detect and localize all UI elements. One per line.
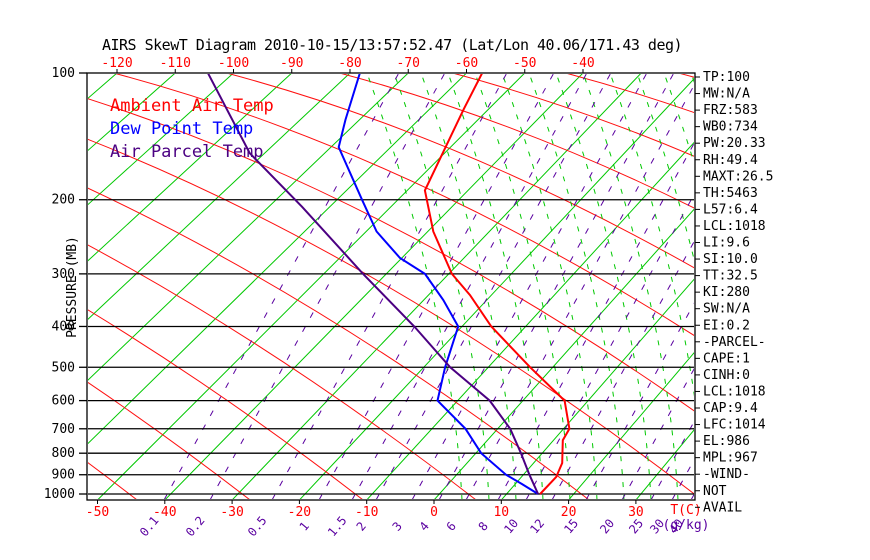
parcel-temp-curve bbox=[207, 74, 540, 495]
bottom-temp-label: 10 bbox=[493, 505, 509, 520]
stat-line: L57:6.4 bbox=[703, 202, 758, 217]
stat-line: -WIND- bbox=[703, 467, 750, 482]
ambient-temp-curve bbox=[423, 74, 571, 495]
mixing-ratio-label: 20 bbox=[597, 516, 617, 536]
mixing-ratio-label: 1 bbox=[297, 519, 312, 534]
stat-line: SI:10.0 bbox=[703, 252, 758, 267]
legend: Ambient Air Temp Dew Point Temp Air Parcel… bbox=[110, 96, 274, 162]
pressure-axis: 100 200 300 400 500 600 700 800 900 1000 PRESSURE … bbox=[44, 66, 696, 502]
stat-line: CINH:0 bbox=[703, 368, 750, 383]
stat-line: LCL:1018 bbox=[703, 384, 766, 399]
mixing-ratio-label: 2 bbox=[354, 519, 369, 534]
bottom-temp-label: 20 bbox=[561, 505, 577, 520]
top-temp-label: -120 bbox=[101, 56, 132, 71]
pressure-tick-label: 100 bbox=[52, 66, 75, 81]
mixing-ratio-label: 1.5 bbox=[325, 514, 350, 540]
stat-line: -PARCEL- bbox=[703, 335, 766, 350]
pressure-tick-label: 400 bbox=[52, 319, 75, 334]
stat-line: CAPE:1 bbox=[703, 351, 750, 366]
top-temp-label: -70 bbox=[397, 56, 420, 71]
top-temp-label: -50 bbox=[513, 56, 536, 71]
legend-dewpoint: Dew Point Temp bbox=[110, 119, 253, 139]
grid-layer bbox=[88, 74, 694, 499]
stat-line: EI:0.2 bbox=[703, 318, 750, 333]
dewpoint-temp-curve bbox=[337, 74, 539, 495]
bottom-temp-label: -50 bbox=[86, 505, 109, 520]
bottom-temp-label: -20 bbox=[288, 505, 311, 520]
stat-line: PW:20.33 bbox=[703, 136, 766, 151]
top-temp-label: -90 bbox=[280, 56, 303, 71]
top-temp-label: -100 bbox=[218, 56, 249, 71]
stat-line: TH:5463 bbox=[703, 186, 758, 201]
mixing-ratio-label: 0.5 bbox=[245, 514, 270, 540]
bottom-temp-axis: -50 -40 -30 -20 -10 0 10 20 30 T(C) bbox=[86, 500, 702, 520]
top-temp-label: -110 bbox=[160, 56, 191, 71]
mixing-ratio-label: 0.2 bbox=[183, 514, 208, 540]
mixing-unit-label: (g/kg) bbox=[663, 518, 710, 533]
dry-adiabat-grid bbox=[88, 74, 694, 499]
bottom-temp-label: -30 bbox=[220, 505, 243, 520]
pressure-tick-label: 700 bbox=[52, 422, 75, 437]
stat-line: EL:986 bbox=[703, 434, 750, 449]
stat-line: TP:100 bbox=[703, 70, 750, 85]
stat-line: MAXT:26.5 bbox=[703, 169, 773, 184]
bottom-temp-label: -40 bbox=[153, 505, 176, 520]
top-temp-label: -80 bbox=[338, 56, 361, 71]
mixing-ratio-label: 6 bbox=[444, 519, 459, 534]
stat-line: NOT bbox=[703, 484, 727, 499]
stat-line: CAP:9.4 bbox=[703, 401, 758, 416]
sounding-curves bbox=[207, 74, 571, 495]
moist-adiabat-grid bbox=[366, 74, 694, 499]
pressure-tick-label: 300 bbox=[52, 267, 75, 282]
pressure-tick-label: 200 bbox=[52, 193, 75, 208]
stat-line: SW:N/A bbox=[703, 302, 750, 317]
pressure-tick-label: 800 bbox=[52, 446, 75, 461]
stat-line: MPL:967 bbox=[703, 451, 758, 466]
stat-line: AVAIL bbox=[703, 500, 742, 515]
legend-ambient: Ambient Air Temp bbox=[110, 96, 274, 116]
stat-line: LI:9.6 bbox=[703, 236, 750, 251]
stat-line: LFC:1014 bbox=[703, 418, 766, 433]
pressure-tick-label: 1000 bbox=[44, 487, 75, 502]
stat-line: TT:32.5 bbox=[703, 269, 758, 284]
top-temp-label: -60 bbox=[455, 56, 478, 71]
mixing-ratio-label: 12 bbox=[527, 516, 547, 536]
stat-line: MW:N/A bbox=[703, 87, 750, 102]
stat-line: FRZ:583 bbox=[703, 103, 758, 118]
mixing-ratio-label: 3 bbox=[390, 519, 405, 534]
stat-line: WB0:734 bbox=[703, 120, 758, 135]
temp-unit-label: T(C) bbox=[670, 503, 701, 518]
top-temp-axis: -120 -110 -100 -90 -80 -70 -60 -50 -40 bbox=[101, 56, 595, 73]
top-temp-label: -40 bbox=[571, 56, 594, 71]
pressure-tick-label: 500 bbox=[52, 360, 75, 375]
pressure-tick-label: 900 bbox=[52, 468, 75, 483]
pressure-tick-label: 600 bbox=[52, 394, 75, 409]
bottom-temp-label: 0 bbox=[430, 505, 438, 520]
stat-line: RH:49.4 bbox=[703, 153, 758, 168]
page-title: AIRS SkewT Diagram 2010-10-15/13:57:52.4… bbox=[101, 36, 683, 54]
stat-line: KI:280 bbox=[703, 285, 750, 300]
bottom-temp-label: -10 bbox=[355, 505, 378, 520]
legend-parcel: Air Parcel Temp bbox=[110, 142, 264, 162]
mixing-ratio-label: 8 bbox=[476, 519, 491, 534]
stat-line: LCL:1018 bbox=[703, 219, 766, 234]
mixing-ratio-label: 4 bbox=[417, 519, 432, 534]
bottom-temp-label: 30 bbox=[628, 505, 644, 520]
pressure-axis-title: PRESSURE (MB) bbox=[65, 236, 80, 338]
